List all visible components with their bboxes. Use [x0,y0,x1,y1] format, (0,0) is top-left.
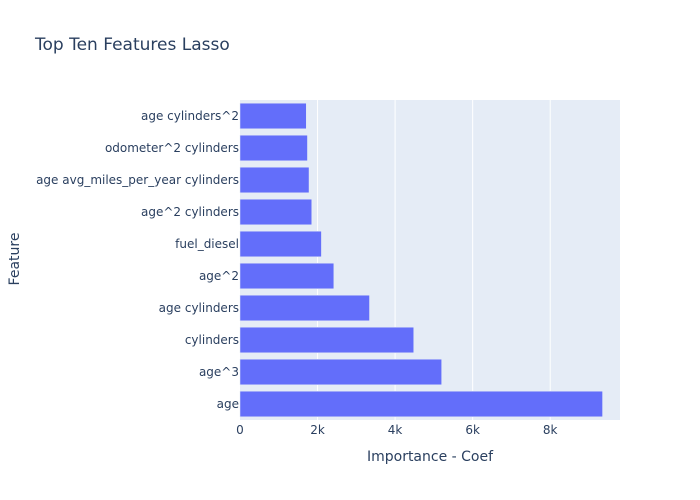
bar-age-cylinders [239,294,370,322]
y-tick-label: fuel_diesel [175,237,239,251]
x-axis-title: Importance - Coef [367,449,494,465]
bar-age [239,390,603,418]
x-tick-label: 4k [388,423,403,437]
y-tick-label: age cylinders [159,301,239,315]
bar-cylinders [239,326,414,354]
bar-age-2 [239,262,335,290]
y-tick-label: cylinders [185,333,239,347]
y-tick-label: odometer^2 cylinders [105,141,239,155]
x-tick-label: 2k [310,423,325,437]
y-tick-labels: age age^3 cylinders age cylinders age^2 fuel_… [36,109,239,411]
bar-fuel-diesel [239,230,322,258]
y-tick-label: age avg_miles_per_year cylinders [36,173,239,187]
chart-title: Top Ten Features Lasso [34,35,230,55]
bar-age-cylinders-2 [239,102,307,130]
y-tick-label: age cylinders^2 [141,109,239,123]
bar-age-avg-miles-per-year-cylinders [239,166,310,194]
x-tick-labels: 0 2k 4k 6k 8k [236,423,557,437]
y-axis-title: Feature [7,233,23,286]
bar-age-3 [239,358,442,386]
y-tick-label: age^2 cylinders [141,205,239,219]
bars [239,102,603,418]
y-tick-label: age [217,397,239,411]
bar-odometer-2-cylinders [239,134,308,162]
x-tick-label: 6k [465,423,480,437]
x-tick-label: 0 [236,423,244,437]
x-tick-label: 8k [543,423,558,437]
y-tick-label: age^3 [199,365,239,379]
bar-age-2-cylinders [239,198,312,226]
y-tick-label: age^2 [199,269,239,283]
